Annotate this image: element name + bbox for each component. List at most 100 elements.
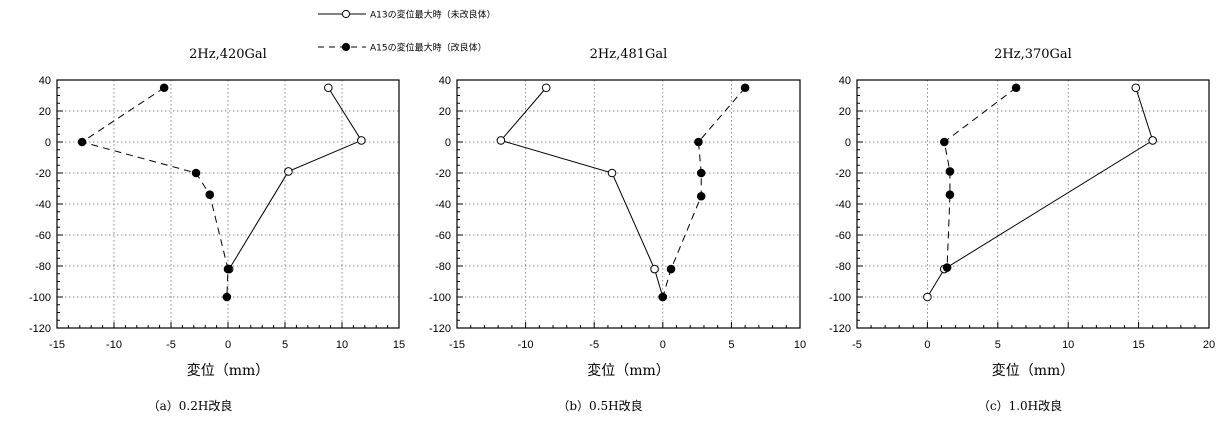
data-point-a15 xyxy=(942,263,952,272)
x-tick-label: 0 xyxy=(225,339,231,351)
x-tick-label: -5 xyxy=(589,339,599,351)
panel-caption: （c）1.0H改良 xyxy=(978,398,1062,413)
y-tick-label: -120 xyxy=(429,323,451,335)
series-line-a13 xyxy=(926,87,1154,298)
legend-item-a13: A13の変位最大時（未改良体） xyxy=(318,9,496,21)
x-tick-label: 15 xyxy=(1132,339,1144,351)
data-point-a13 xyxy=(650,264,659,274)
y-tick-label: -40 xyxy=(35,199,51,211)
data-point-a15 xyxy=(666,264,676,274)
y-tick-label: 20 xyxy=(439,106,451,118)
x-tick-label: -10 xyxy=(518,339,534,351)
y-tick-label: 20 xyxy=(839,106,851,118)
plot-frame xyxy=(456,79,801,329)
chart-title: 2Hz,420Gal xyxy=(189,47,267,62)
x-tick-label: -15 xyxy=(449,339,465,351)
x-tick-label: 15 xyxy=(393,339,405,351)
series-line-a13 xyxy=(228,87,363,270)
y-tick-label: 20 xyxy=(39,106,51,118)
x-tick-label: -15 xyxy=(49,339,65,351)
x-tick-label: 5 xyxy=(995,339,1001,351)
legend-marker-a15 xyxy=(341,42,351,52)
data-point-a15 xyxy=(191,168,201,178)
x-tick-label: -5 xyxy=(166,339,176,351)
y-tick-label: -100 xyxy=(29,292,51,304)
series-line-a13 xyxy=(500,87,664,298)
data-point-a15 xyxy=(77,137,87,147)
data-point-a13 xyxy=(1148,136,1157,145)
y-tick-label: -60 xyxy=(35,230,51,242)
data-point-a15 xyxy=(740,83,750,93)
legend-label-a13: A13の変位最大時（未改良体） xyxy=(370,9,496,21)
panel-caption: （b）0.5H改良 xyxy=(557,398,642,413)
y-tick-label: -40 xyxy=(835,199,851,211)
y-tick-label: 0 xyxy=(45,137,51,149)
series-line-a15 xyxy=(943,87,1017,268)
data-point-a15 xyxy=(939,137,949,147)
x-tick-label: 10 xyxy=(1062,339,1074,351)
data-point-a15 xyxy=(945,167,955,176)
data-point-a15 xyxy=(658,292,668,302)
x-tick-label: -5 xyxy=(852,339,862,351)
legend-marker-a13 xyxy=(341,9,351,19)
legend-item-a15: A15の変位最大時（改良体） xyxy=(318,42,487,54)
x-tick-label: 10 xyxy=(336,339,348,351)
data-point-a15 xyxy=(696,191,706,201)
y-tick-label: -40 xyxy=(435,199,451,211)
data-point-a13 xyxy=(923,292,932,302)
y-tick-label: 40 xyxy=(39,75,51,87)
data-point-a13 xyxy=(1131,83,1141,93)
y-tick-label: 0 xyxy=(445,137,451,149)
data-point-a15 xyxy=(222,292,232,302)
data-point-a13 xyxy=(607,168,617,178)
x-axis-label: 変位（mm） xyxy=(992,362,1075,379)
x-tick-label: 20 xyxy=(1203,339,1215,351)
x-tick-label: 0 xyxy=(924,339,930,351)
chart-title: 2Hz,481Gal xyxy=(590,47,668,62)
y-tick-label: -20 xyxy=(435,168,451,180)
series-line-a15 xyxy=(662,87,746,298)
data-point-a15 xyxy=(696,168,706,178)
data-point-a15 xyxy=(205,190,215,199)
y-tick-label: -100 xyxy=(829,292,851,304)
panel-caption: （a）0.2H改良 xyxy=(148,398,233,413)
data-point-a15 xyxy=(945,190,955,199)
chart-panel-2: 2Hz,481Gal -15 -10 -5 0 5 10 40 20 0 -20 -40 -60 -80 -… xyxy=(429,47,806,413)
y-tick-label: -20 xyxy=(835,168,851,180)
y-tick-label: -100 xyxy=(429,292,451,304)
y-tick-label: -80 xyxy=(435,261,451,273)
data-point-a13 xyxy=(541,83,551,93)
chart-title: 2Hz,370Gal xyxy=(994,47,1072,62)
data-point-a15 xyxy=(1011,83,1021,93)
data-point-a13 xyxy=(284,167,293,176)
data-point-a15 xyxy=(694,137,703,147)
y-tick-label: -20 xyxy=(35,168,51,180)
x-tick-label: 0 xyxy=(660,339,666,351)
y-tick-label: 0 xyxy=(845,137,851,149)
y-tick-label: -120 xyxy=(829,323,851,335)
x-tick-label: 5 xyxy=(282,339,288,351)
x-tick-label: 5 xyxy=(728,339,734,351)
chart-panel-3: 2Hz,370Gal -5 0 5 10 15 20 40 20 0 -20 -40 -60 -80 -10… xyxy=(829,47,1215,413)
series-line-a15 xyxy=(80,87,229,298)
data-point-a13 xyxy=(496,136,506,145)
y-tick-label: 40 xyxy=(439,75,451,87)
y-tick-label: -80 xyxy=(35,261,51,273)
y-tick-label: 40 xyxy=(839,75,851,87)
data-point-a13 xyxy=(324,83,333,93)
chart-panel-1: 2Hz,420Gal -15 -10 -5 0 5 10 15 40 20 0 -20 -40 -60 -8… xyxy=(29,47,405,413)
y-tick-label: -60 xyxy=(435,230,451,242)
data-point-a13 xyxy=(357,136,366,145)
y-tick-label: -120 xyxy=(29,323,51,335)
x-tick-label: -10 xyxy=(106,339,122,351)
legend-label-a15: A15の変位最大時（改良体） xyxy=(370,42,487,54)
y-tick-label: -60 xyxy=(835,230,851,242)
data-point-a15 xyxy=(159,83,169,93)
y-tick-label: -80 xyxy=(835,261,851,273)
x-tick-label: 10 xyxy=(794,339,806,351)
data-point-a15 xyxy=(223,264,233,274)
x-axis-label: 変位（mm） xyxy=(587,362,670,379)
x-axis-label: 変位（mm） xyxy=(187,362,270,379)
